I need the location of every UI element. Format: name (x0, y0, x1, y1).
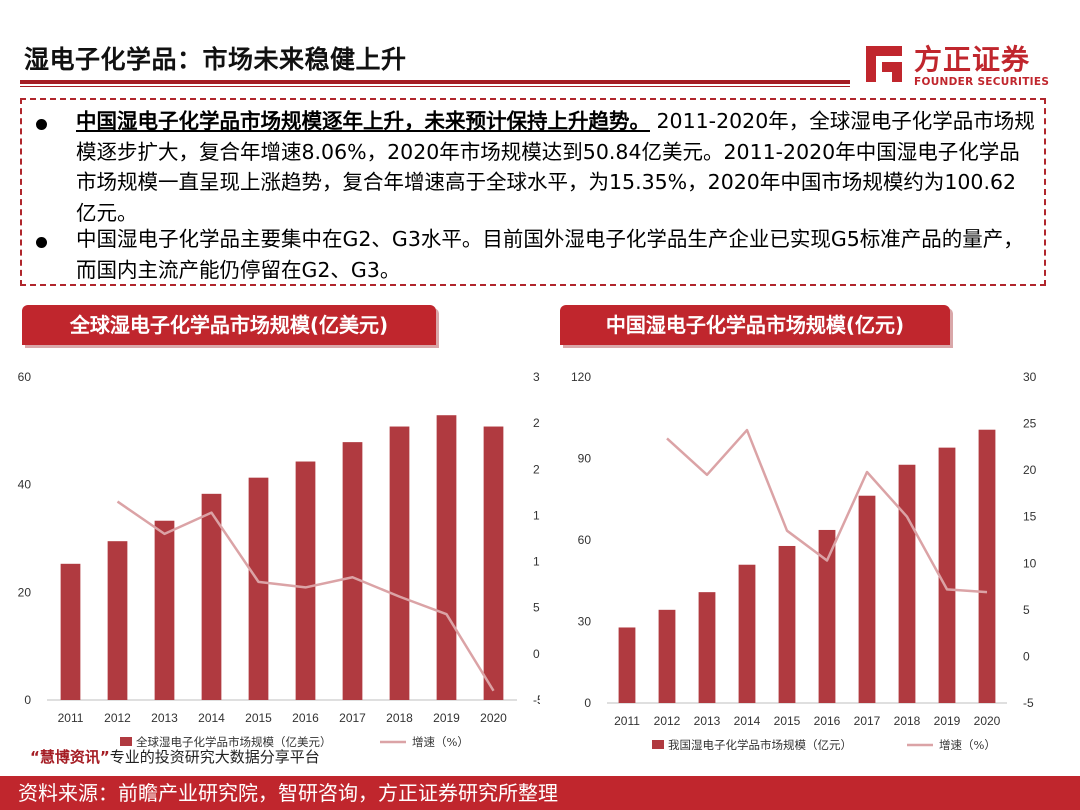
bar (107, 541, 128, 700)
bar (738, 564, 756, 703)
bar (938, 447, 956, 703)
x-tick-label: 2012 (654, 714, 681, 728)
bar (436, 415, 457, 700)
bar (154, 520, 175, 700)
watermark-body: 专业的投资研究大数据分享平台 (109, 748, 320, 766)
left-combo-chart: 0 20 40 60 -5 0 5 10 15 20 25 30 2011 2012 2013 2014 201… (18, 370, 540, 749)
x-tick-label: 2011 (58, 711, 84, 725)
y-right-tick-label: 30 (1023, 370, 1037, 384)
legend-line-label: 增速（%） (412, 735, 469, 749)
bullet-item-2: 中国湿电子化学品主要集中在G2、G3水平。目前国外湿电子化学品生产企业已实现G5… (32, 224, 1036, 285)
bar (698, 592, 716, 703)
bar (778, 545, 796, 703)
x-tick-label: 2014 (198, 711, 225, 725)
bar (342, 442, 363, 700)
legend-bar-swatch (652, 740, 664, 749)
bullet-body: 中国湿电子化学品主要集中在G2、G3水平。目前国外湿电子化学品生产企业已实现G5… (76, 227, 1024, 282)
x-tick-label: 2016 (814, 714, 841, 728)
bar (978, 429, 996, 703)
title-underline (20, 80, 850, 84)
y-right-tick-label: 10 (533, 555, 540, 569)
bar (295, 461, 316, 700)
bar (658, 609, 676, 703)
title-underline-thin (20, 86, 850, 87)
bar (483, 426, 504, 700)
bar (618, 627, 636, 703)
y-right-tick-label: 15 (1023, 510, 1037, 524)
summary-box: 中国湿电子化学品市场规模逐年上升，未来预计保持上升趋势。 2011-2020年，… (20, 98, 1046, 286)
y-left-tick-label: 60 (18, 370, 32, 384)
company-logo: 方正证券 FOUNDER SECURITIES (862, 38, 1062, 94)
y-right-tick-label: 5 (1023, 603, 1030, 617)
x-tick-label: 2015 (774, 714, 801, 728)
logo-en-text: FOUNDER SECURITIES (914, 76, 1050, 88)
x-tick-label: 2019 (934, 714, 961, 728)
y-right-tick-label: 25 (533, 416, 540, 430)
y-left-tick-label: 120 (571, 370, 591, 384)
x-tick-label: 2015 (245, 711, 272, 725)
y-right-tick-label: 20 (533, 462, 540, 476)
x-tick-label: 2014 (734, 714, 761, 728)
legend-bar-label: 我国湿电子化学品市场规模（亿元） (668, 738, 852, 750)
y-left-tick-label: 40 (18, 478, 32, 492)
y-right-tick-label: 5 (533, 601, 540, 615)
y-right-tick-label: -5 (1023, 696, 1034, 710)
right-combo-chart: 0 30 60 90 120 -5 0 5 10 15 20 25 30 2011 2012 2013 2014… (571, 370, 1037, 750)
watermark-text: “慧博资讯”专业的投资研究大数据分享平台 (30, 746, 320, 767)
x-tick-label: 2013 (151, 711, 178, 725)
legend-bar-label: 全球湿电子化学品市场规模（亿美元） (136, 735, 332, 749)
left-chart-label: 全球湿电子化学品市场规模(亿美元) (22, 305, 436, 345)
x-tick-label: 2020 (974, 714, 1001, 728)
bullet-lead: 中国湿电子化学品市场规模逐年上升，未来预计保持上升趋势。 (76, 109, 650, 133)
x-tick-label: 2016 (292, 711, 319, 725)
bullet-item-1: 中国湿电子化学品市场规模逐年上升，未来预计保持上升趋势。 2011-2020年，… (32, 106, 1036, 228)
bullet-dot-icon (36, 237, 47, 248)
y-left-tick-label: 60 (578, 533, 592, 547)
y-left-tick-label: 30 (578, 615, 592, 629)
logo-cn-text: 方正证券 (914, 43, 1031, 76)
source-bar: 资料来源：前瞻产业研究院，智研咨询，方正证券研究所整理 (0, 776, 1080, 810)
y-right-tick-label: 10 (1023, 556, 1037, 570)
bullet-text: 中国湿电子化学品市场规模逐年上升，未来预计保持上升趋势。 2011-2020年，… (76, 106, 1036, 228)
x-tick-label: 2017 (339, 711, 366, 725)
x-tick-label: 2013 (694, 714, 721, 728)
bar (60, 563, 81, 700)
y-left-tick-label: 0 (584, 696, 591, 710)
bullet-dot-icon (36, 119, 47, 130)
x-tick-label: 2011 (614, 714, 640, 728)
bar (248, 477, 269, 700)
bullet-body: 2011-2020年，全球湿电子化学品市场规模逐步扩大，复合年增速8.06%，2… (76, 109, 1035, 225)
logo-mark-icon (866, 46, 902, 82)
bullet-text: 中国湿电子化学品主要集中在G2、G3水平。目前国外湿电子化学品生产企业已实现G5… (76, 224, 1036, 285)
bar (818, 529, 836, 703)
x-tick-label: 2018 (386, 711, 413, 725)
x-tick-label: 2019 (433, 711, 460, 725)
x-tick-label: 2020 (480, 711, 507, 725)
right-chart-label: 中国湿电子化学品市场规模(亿元) (560, 305, 950, 345)
legend-bar-swatch (120, 737, 132, 746)
bar (201, 493, 222, 700)
y-right-tick-label: -5 (533, 693, 540, 707)
y-right-tick-label: 30 (533, 370, 540, 384)
legend-line-label: 增速（%） (939, 738, 996, 750)
y-right-tick-label: 0 (533, 647, 540, 661)
y-right-tick-label: 25 (1023, 417, 1037, 431)
y-left-tick-label: 0 (24, 693, 31, 707)
bar (898, 464, 916, 703)
source-text: 资料来源：前瞻产业研究院，智研咨询，方正证券研究所整理 (18, 781, 558, 805)
x-tick-label: 2017 (854, 714, 881, 728)
y-right-tick-label: 15 (533, 508, 540, 522)
y-left-tick-label: 20 (18, 585, 32, 599)
y-right-tick-label: 20 (1023, 463, 1037, 477)
y-right-tick-label: 0 (1023, 649, 1030, 663)
bar (389, 426, 410, 700)
x-tick-label: 2018 (894, 714, 921, 728)
bar (858, 495, 876, 703)
y-left-tick-label: 90 (578, 452, 592, 466)
page-title: 湿电子化学品：市场未来稳健上升 (24, 45, 407, 74)
x-tick-label: 2012 (104, 711, 131, 725)
watermark-brand: “慧博资讯” (30, 748, 110, 766)
